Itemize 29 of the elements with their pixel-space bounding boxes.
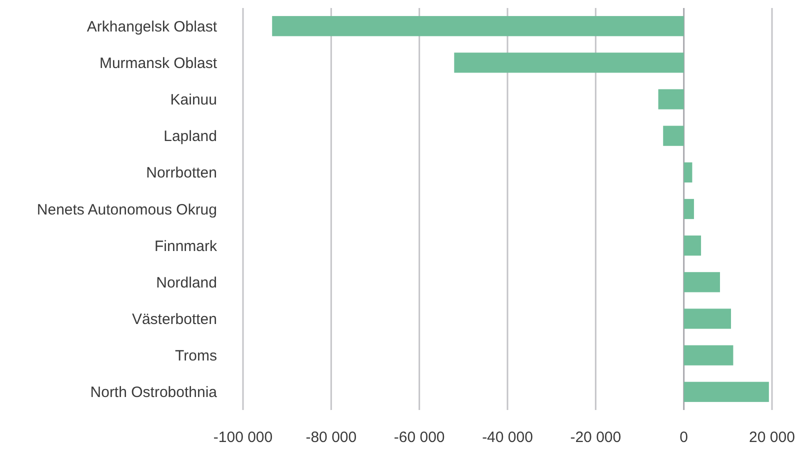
bar xyxy=(684,236,702,256)
bar xyxy=(272,16,684,36)
y-tick-label: Västerbotten xyxy=(132,310,217,328)
bar xyxy=(684,272,720,292)
y-tick-label: Nenets Autonomous Okrug xyxy=(36,201,217,218)
bar xyxy=(684,345,734,366)
y-tick-label: Norrbotten xyxy=(146,164,217,182)
bar xyxy=(454,52,684,73)
y-tick-label: Troms xyxy=(175,348,217,365)
x-tick-label: -100 000 xyxy=(213,429,273,446)
x-tick-label: -60 000 xyxy=(394,429,445,446)
x-tick-label: -80 000 xyxy=(306,429,357,446)
bar xyxy=(684,308,731,329)
y-tick-label: Kainuu xyxy=(170,92,217,109)
x-tick-label: -20 000 xyxy=(570,429,622,446)
x-tick-label: 0 xyxy=(680,429,688,446)
bar xyxy=(663,126,684,146)
x-tick-label: 20 000 xyxy=(749,429,795,446)
y-tick-label: Murmansk Oblast xyxy=(99,54,218,72)
y-tick-label: Finnmark xyxy=(154,238,218,255)
bar xyxy=(658,89,684,110)
bar xyxy=(684,162,692,182)
bar xyxy=(684,198,694,220)
y-tick-label: Nordland xyxy=(156,274,217,292)
y-tick-label: North Ostrobothnia xyxy=(90,384,218,402)
bar xyxy=(684,382,769,402)
x-tick-label: -40 000 xyxy=(482,429,533,446)
y-tick-label: Arkhangelsk Oblast xyxy=(86,18,218,36)
y-tick-label: Lapland xyxy=(164,128,217,146)
